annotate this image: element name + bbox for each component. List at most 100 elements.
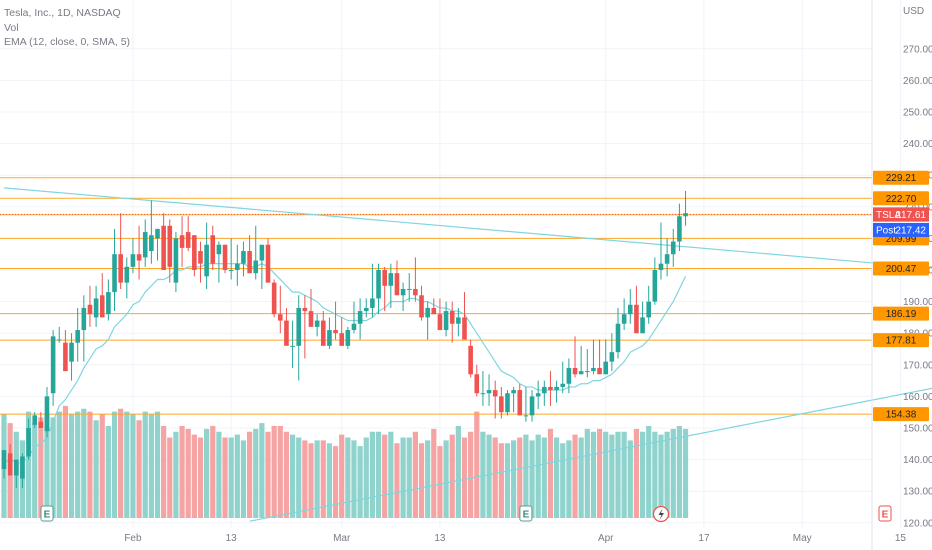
candle-body bbox=[20, 456, 25, 479]
candle-body bbox=[376, 270, 381, 299]
volume-bar bbox=[658, 434, 664, 518]
candle-body bbox=[591, 367, 596, 372]
volume-bar bbox=[345, 437, 351, 518]
level-price-tag-bg bbox=[873, 333, 929, 348]
candle-body bbox=[192, 235, 197, 270]
earnings-marker-box bbox=[878, 505, 892, 522]
price-tick-label: 240.00 bbox=[903, 139, 932, 150]
volume-bar bbox=[621, 431, 627, 518]
candle-body bbox=[167, 225, 173, 267]
candle-body bbox=[308, 311, 314, 327]
candle-body bbox=[333, 330, 338, 334]
volume-bar bbox=[584, 428, 590, 518]
volume-bar bbox=[468, 431, 474, 518]
volume-bar bbox=[44, 414, 50, 518]
volume-bar bbox=[283, 431, 290, 518]
volume-bar bbox=[498, 443, 504, 518]
candle-body bbox=[106, 292, 111, 315]
candle-body bbox=[511, 390, 516, 394]
level-price-tag-text: 177.81 bbox=[886, 336, 917, 347]
volume-bar bbox=[105, 426, 111, 518]
candle-body bbox=[259, 244, 265, 261]
volume-bar bbox=[56, 411, 62, 518]
candle-body bbox=[505, 393, 510, 413]
time-tick-label: Mar bbox=[333, 533, 351, 544]
time-axis[interactable]: Feb13Mar13Apr17May15Jun13Jul17 bbox=[124, 533, 932, 544]
volume-bar bbox=[375, 431, 382, 518]
volume-bar bbox=[455, 426, 461, 518]
candle-body bbox=[634, 304, 639, 334]
candle-body bbox=[32, 415, 37, 425]
candle-body bbox=[658, 263, 664, 270]
earnings-marker[interactable]: E bbox=[519, 505, 533, 522]
candle-body bbox=[535, 393, 541, 397]
horizontal-levels[interactable] bbox=[0, 177, 872, 415]
volume-bar bbox=[437, 446, 443, 518]
earnings-marker-box bbox=[40, 505, 54, 522]
price-tick-label: 190.00 bbox=[903, 297, 932, 308]
candle-body bbox=[216, 244, 222, 255]
volume-bar bbox=[560, 443, 566, 518]
candle-body bbox=[664, 254, 670, 264]
volume-bar bbox=[523, 434, 529, 518]
level-price-tag: 200.47 bbox=[873, 261, 929, 276]
trendlines[interactable] bbox=[3, 187, 932, 522]
volume-bar bbox=[517, 437, 523, 518]
volume-bar bbox=[191, 434, 197, 518]
earnings-marker-label: E bbox=[882, 510, 889, 521]
ema-legend[interactable]: EMA (12, close, 0, SMA, 5) bbox=[4, 36, 131, 48]
earnings-marker[interactable]: E bbox=[878, 505, 892, 522]
volume-bar bbox=[154, 411, 161, 518]
price-tick-label: 270.00 bbox=[903, 44, 932, 55]
candle-body bbox=[124, 266, 130, 283]
candle-body bbox=[566, 367, 572, 384]
candle-body bbox=[149, 235, 154, 252]
level-price-tag-text: 222.70 bbox=[886, 194, 917, 205]
volume-bar bbox=[320, 440, 326, 518]
candle-body bbox=[136, 254, 142, 261]
price-tick-label: 130.00 bbox=[903, 487, 932, 498]
candle-body bbox=[499, 396, 504, 413]
volume-bar bbox=[296, 437, 302, 518]
volume-bar bbox=[566, 440, 572, 518]
volume-bar bbox=[32, 423, 38, 518]
level-price-tag-text: 200.47 bbox=[886, 264, 917, 275]
candle-body bbox=[241, 251, 246, 264]
earnings-marker[interactable]: E bbox=[40, 505, 54, 522]
candle-body bbox=[370, 298, 375, 308]
volume-bar bbox=[504, 443, 511, 518]
candle-body bbox=[296, 307, 302, 346]
volume-legend[interactable]: Vol bbox=[4, 21, 19, 34]
candle-body bbox=[185, 232, 191, 248]
volume-bar bbox=[652, 431, 658, 518]
volume-bar bbox=[204, 428, 210, 518]
last-price-tag-bg bbox=[873, 207, 929, 222]
candle-body bbox=[50, 336, 56, 394]
time-tick-label: 17 bbox=[698, 533, 710, 544]
trendline[interactable] bbox=[3, 187, 932, 314]
volume-bar bbox=[124, 411, 130, 518]
post-market-tag-bg bbox=[873, 222, 929, 237]
volume-bar bbox=[173, 431, 179, 518]
candle-body bbox=[235, 263, 240, 270]
symbol-title[interactable]: Tesla, Inc., 1D, NASDAQ bbox=[4, 7, 121, 19]
trendline[interactable] bbox=[249, 286, 932, 522]
volume-bar bbox=[492, 437, 498, 518]
volume-bar bbox=[646, 426, 652, 518]
candle-body bbox=[548, 386, 553, 391]
volume-bar bbox=[541, 437, 547, 518]
candle-body bbox=[394, 273, 400, 296]
volume-bar bbox=[596, 428, 603, 518]
split-event-icon[interactable] bbox=[652, 505, 670, 523]
price-axis[interactable]: 120.00130.00140.00150.00160.00170.00180.… bbox=[903, 44, 932, 529]
volume-bar bbox=[130, 414, 136, 518]
volume-bar bbox=[443, 440, 449, 518]
volume-bar bbox=[511, 440, 517, 518]
candle-body bbox=[474, 374, 480, 394]
volume-bar bbox=[676, 426, 682, 518]
volume-bar bbox=[351, 440, 357, 518]
candle-body bbox=[413, 288, 418, 296]
